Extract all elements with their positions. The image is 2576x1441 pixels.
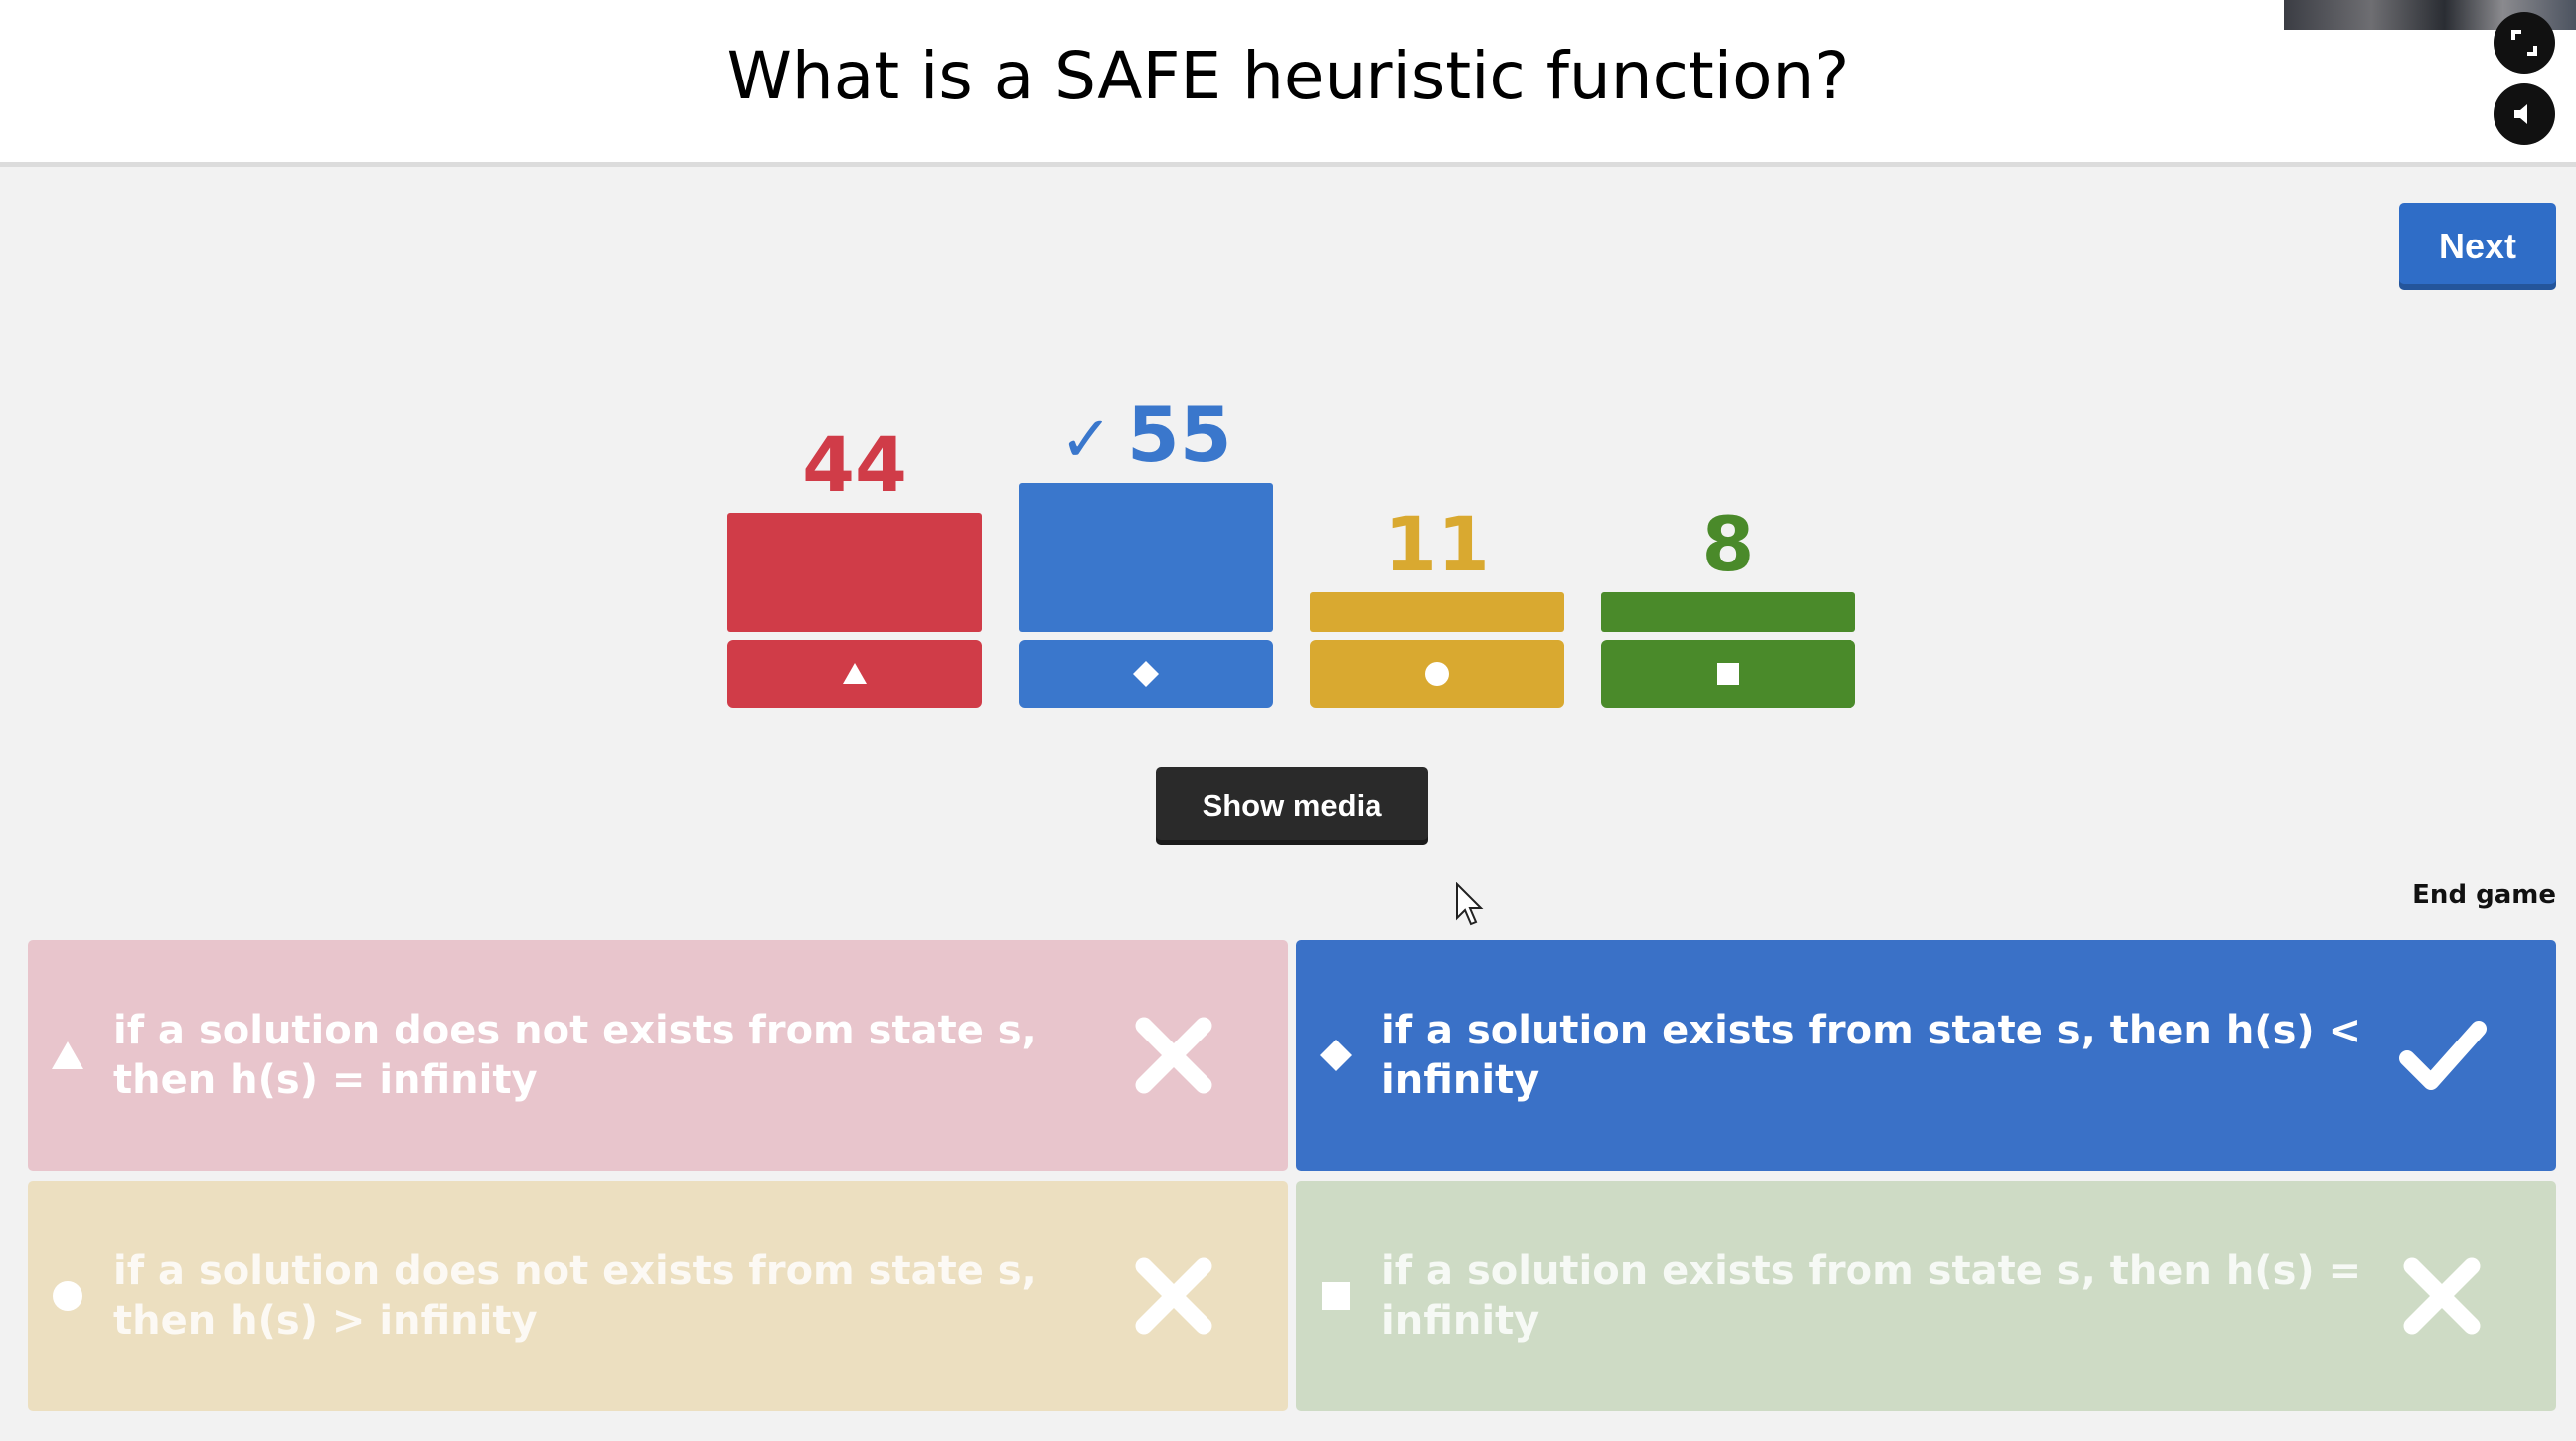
answer-text: if a solution does not exists from state… <box>113 1008 1037 1103</box>
result-bar-diamond <box>1019 483 1273 632</box>
incorrect-cross-icon <box>1135 1017 1212 1094</box>
question-header: What is a SAFE heuristic function? <box>0 0 2576 167</box>
fullscreen-icon <box>2511 30 2537 56</box>
incorrect-cross-icon <box>2403 1257 2481 1335</box>
correct-check-icon: ✓ <box>1059 403 1113 477</box>
result-bar-triangle <box>727 513 982 632</box>
end-game-link[interactable]: End game <box>2412 881 2556 910</box>
next-button[interactable]: Next <box>2399 203 2556 290</box>
square-icon <box>1717 663 1739 685</box>
answer-text: if a solution exists from state s, then … <box>1381 1008 2362 1103</box>
incorrect-cross-icon <box>1135 1257 1212 1335</box>
square-icon <box>1316 1276 1356 1316</box>
answer-option-diamond: if a solution exists from state s, then … <box>1296 940 2556 1171</box>
answer-option-triangle: if a solution does not exists from state… <box>28 940 1288 1171</box>
circle-icon <box>1425 662 1449 686</box>
result-bar-square <box>1601 592 1855 632</box>
correct-check-icon <box>2399 1021 2487 1090</box>
answer-text: if a solution does not exists from state… <box>113 1248 1037 1344</box>
answer-results-chart <box>727 483 1855 708</box>
bar-count-circle: 11 <box>1384 500 1490 588</box>
result-bar-circle <box>1310 592 1564 632</box>
answer-text: if a solution exists from state s, then … <box>1381 1248 2362 1344</box>
bar-count-diamond-value: 55 <box>1126 391 1232 479</box>
bar-count-triangle: 44 <box>802 420 907 509</box>
speaker-icon <box>2514 104 2527 124</box>
fullscreen-button[interactable] <box>2494 12 2555 74</box>
triangle-icon <box>48 1036 87 1075</box>
diamond-icon <box>1133 661 1159 687</box>
sound-button[interactable] <box>2494 83 2555 145</box>
answer-option-square: if a solution exists from state s, then … <box>1296 1181 2556 1411</box>
bar-count-square: 8 <box>1701 500 1755 588</box>
circle-icon <box>48 1276 87 1316</box>
question-title: What is a SAFE heuristic function? <box>726 38 1850 114</box>
triangle-icon <box>843 663 867 684</box>
answer-option-circle: if a solution does not exists from state… <box>28 1181 1288 1411</box>
diamond-icon <box>1316 1036 1356 1075</box>
show-media-button[interactable]: Show media <box>1156 767 1428 845</box>
bar-count-diamond: ✓ 55 <box>997 398 1295 473</box>
mouse-cursor-icon <box>1456 882 1484 926</box>
